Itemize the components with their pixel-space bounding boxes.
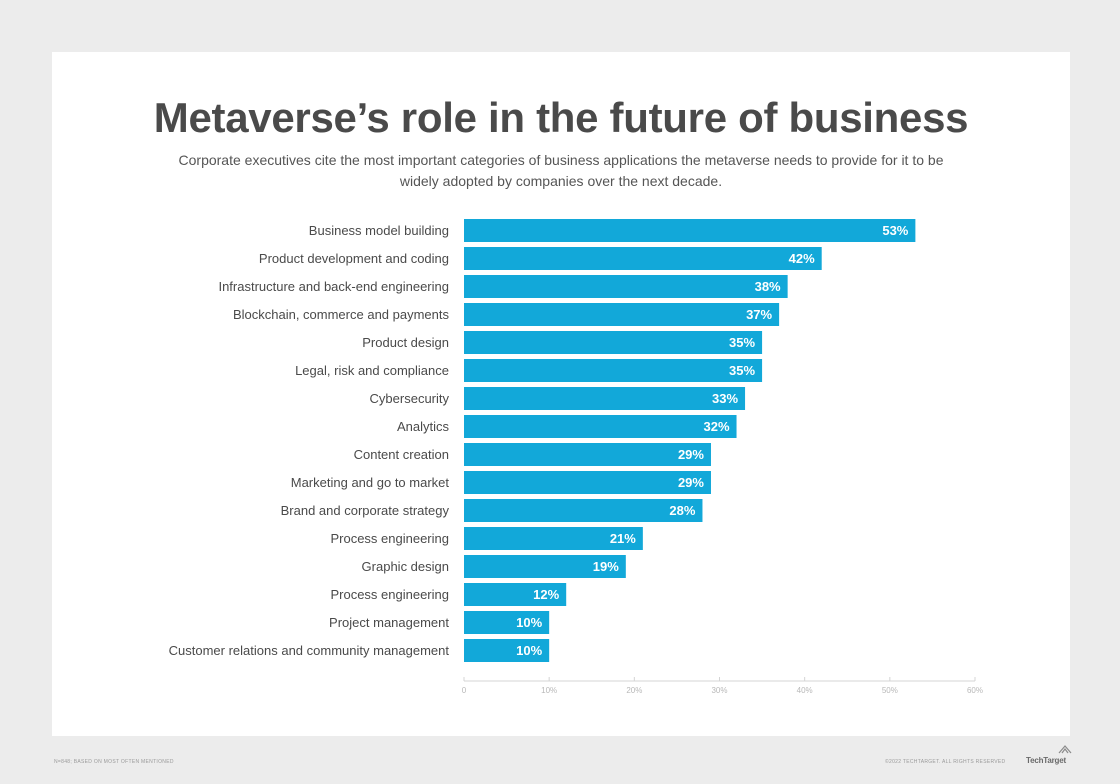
data-label: 10% — [516, 643, 542, 658]
data-label: 28% — [669, 503, 695, 518]
category-label: Business model building — [309, 223, 449, 238]
category-label: Product design — [362, 335, 449, 350]
category-label: Legal, risk and compliance — [295, 363, 449, 378]
data-label: 29% — [678, 475, 704, 490]
x-tick-label: 10% — [541, 686, 557, 695]
data-label: 35% — [729, 363, 755, 378]
category-label: Brand and corporate strategy — [281, 503, 450, 518]
category-label: Infrastructure and back-end engineering — [218, 279, 449, 294]
bar — [464, 611, 550, 634]
bar — [464, 555, 626, 578]
x-tick-label: 30% — [711, 686, 727, 695]
bar — [464, 639, 550, 662]
x-tick-label: 50% — [882, 686, 898, 695]
bar — [464, 443, 711, 466]
category-label: Process engineering — [330, 587, 449, 602]
brand-name: TechTarget — [1026, 756, 1066, 765]
bar — [464, 219, 916, 242]
data-label: 35% — [729, 335, 755, 350]
brand-logo: TechTarget — [1026, 744, 1076, 772]
bar — [464, 387, 746, 410]
bar — [464, 415, 737, 438]
data-label: 42% — [789, 251, 815, 266]
chart-title: Metaverse’s role in the future of busine… — [153, 94, 969, 141]
data-label: 33% — [712, 391, 738, 406]
x-tick-label: 0 — [462, 686, 467, 695]
category-label: Content creation — [354, 447, 449, 462]
data-label: 12% — [533, 587, 559, 602]
x-tick-label: 40% — [797, 686, 813, 695]
category-label: Cybersecurity — [370, 391, 450, 406]
data-label: 37% — [746, 307, 772, 322]
footer-note: N=848; BASED ON MOST OFTEN MENTIONED — [54, 759, 174, 765]
data-label: 53% — [882, 223, 908, 238]
bar — [464, 303, 780, 326]
x-tick-label: 20% — [626, 686, 642, 695]
data-label: 38% — [755, 279, 781, 294]
brand-mark-icon — [1058, 745, 1072, 754]
bar — [464, 527, 643, 550]
category-label: Graphic design — [362, 559, 449, 574]
bar — [464, 583, 567, 606]
data-label: 21% — [610, 531, 636, 546]
bar — [464, 247, 822, 270]
bar — [464, 331, 763, 354]
chart-subtitle: Corporate executives cite the most impor… — [178, 152, 944, 189]
data-label: 29% — [678, 447, 704, 462]
chart-card: Metaverse’s role in the future of busine… — [52, 52, 1070, 736]
category-label: Blockchain, commerce and payments — [233, 307, 450, 322]
bar — [464, 471, 711, 494]
category-label: Project management — [329, 615, 449, 630]
category-label: Process engineering — [330, 531, 449, 546]
data-label: 32% — [704, 419, 730, 434]
category-label: Product development and coding — [259, 251, 449, 266]
bar — [464, 499, 703, 522]
data-label: 19% — [593, 559, 619, 574]
bar — [464, 359, 763, 382]
bar — [464, 275, 788, 298]
x-tick-label: 60% — [967, 686, 983, 695]
copyright-note: ©2022 TECHTARGET. ALL RIGHTS RESERVED — [885, 759, 1006, 765]
category-label: Analytics — [397, 419, 450, 434]
data-label: 10% — [516, 615, 542, 630]
category-label: Marketing and go to market — [291, 475, 450, 490]
category-label: Customer relations and community managem… — [169, 643, 450, 658]
